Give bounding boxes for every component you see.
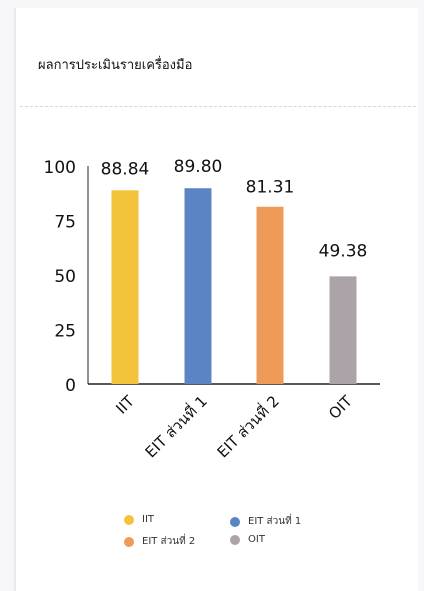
x-tick-label-1: EIT ส่วนที่ 1: [140, 391, 211, 462]
y-axis-ticks: 0 25 50 75 100: [44, 158, 76, 396]
y-tick-label-50: 50: [54, 267, 76, 287]
legend-dot-oit: [230, 534, 240, 545]
y-tick-label-0: 0: [65, 376, 76, 396]
value-label-0: 88.84: [101, 159, 150, 179]
value-labels: 88.84 89.80 81.31 49.38: [101, 157, 368, 261]
legend-label-iit: IIT: [142, 514, 155, 525]
y-tick-label-75: 75: [54, 213, 76, 233]
x-tick-label-2: EIT ส่วนที่ 2: [212, 391, 283, 462]
bar-eit-2-2[interactable]: [256, 206, 284, 384]
card-divider: [20, 106, 416, 107]
x-tick-label-0: IIT: [112, 392, 138, 418]
legend-label-eit-1: EIT ส่วนที่ 1: [248, 516, 302, 527]
bar-oit-3[interactable]: [329, 276, 357, 384]
value-label-1: 89.80: [174, 157, 223, 177]
y-tick-label-25: 25: [54, 322, 76, 342]
legend-dot-eit-2: [124, 536, 134, 547]
x-tick-label-3: OIT: [325, 392, 356, 423]
card-title: ผลการประเมินรายเครื่องมือ: [38, 58, 193, 73]
legend-dot-eit-1: [230, 516, 240, 527]
legend-item-eit-1[interactable]: EIT ส่วนที่ 1: [230, 514, 301, 529]
legend-label-oit: OIT: [248, 534, 265, 545]
bar-iit-0[interactable]: [111, 190, 139, 384]
legend-dot-iit: [124, 514, 134, 525]
legend-item-eit-2[interactable]: EIT ส่วนที่ 2: [124, 534, 195, 549]
value-label-3: 49.38: [319, 241, 368, 261]
legend-label-eit-2: EIT ส่วนที่ 2: [142, 536, 196, 547]
y-tick-label-100: 100: [44, 158, 76, 178]
legend-item-iit[interactable]: IIT: [124, 514, 154, 525]
bars: [111, 188, 357, 384]
bar-eit-1-1[interactable]: [184, 188, 212, 384]
x-axis-labels: IIT EIT ส่วนที่ 1 EIT ส่วนที่ 2 OIT: [112, 391, 356, 462]
value-label-2: 81.31: [246, 178, 295, 198]
legend-item-oit[interactable]: OIT: [230, 534, 265, 545]
